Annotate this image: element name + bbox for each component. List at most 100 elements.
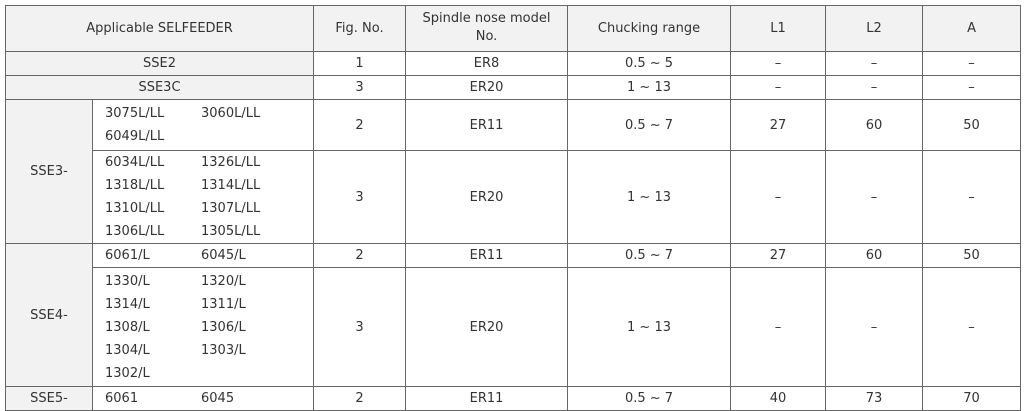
cell-l1: – (730, 75, 827, 100)
model-name: 1320/L (201, 273, 246, 289)
model-name: 6061/L (105, 248, 150, 263)
cell-a: – (922, 267, 1022, 387)
model-name: 1308/L (105, 319, 150, 335)
model-name: 1314/L (105, 296, 150, 312)
header-cell: Chucking range (567, 5, 732, 52)
table-row: SSE4- 6061/L 6045/L 2 ER11 0.5 ~ 7 27 60 50 (5, 243, 1022, 387)
cell-l2: 60 (825, 99, 924, 151)
models-cell: 1330/L 1320/L 1314/L 1311/L 1308/L 1306/L 1304… (91, 267, 315, 387)
cell-l2: – (825, 267, 924, 387)
group-cell: SSE3C (4, 75, 315, 100)
cell-model: ER20 (405, 150, 569, 244)
cell-l2: 60 (825, 243, 924, 268)
model-name: 1314L/LL (201, 178, 261, 193)
cell-l2: – (825, 51, 924, 76)
models-grid: 6034L/LL 1326L/LL 1318L/LL 1314L/LL 1310L/LL… (105, 151, 313, 243)
cell-a: 70 (922, 386, 1022, 411)
group-cell: SSE2 (4, 51, 315, 76)
models-cell: 3075L/LL 3060L/LL 6049L/LL (91, 99, 315, 151)
model-name: 6049L/LL (105, 129, 165, 144)
cell-l2: 73 (825, 386, 924, 411)
cell-l1: – (730, 150, 827, 244)
header-text: Spindle nose model No. (422, 10, 551, 44)
table-row: 1330/L 1320/L 1314/L 1311/L 1308/L 1306/L 1304… (6, 267, 1022, 387)
models-cell: 6061/L 6045/L (91, 243, 315, 268)
table-body: SSE2 1 ER8 0.5 ~ 5– – – SSE3C 3 ER20 1 ~ 13– – – SSE… (4, 51, 1022, 411)
cell-model: ER8 (405, 51, 569, 76)
models-grid: 6061 6045 (105, 387, 313, 410)
model-name: 1310L/LL (105, 201, 165, 216)
model-name: 1330/L (105, 273, 150, 289)
cell-l1: – (730, 267, 827, 387)
cell-l1: 27 (730, 243, 827, 268)
cell-range: 1 ~ 13 (567, 150, 732, 244)
group-cell: SSE5- (5, 386, 93, 411)
model-name: 6045 (201, 391, 235, 406)
table-row: SSE3- 3075L/LL 3060L/LL 6049L/LL 2 ER11 0.5 ~ … (5, 99, 1022, 244)
cell-range: 0.5 ~ 7 (567, 243, 732, 268)
model-name: 1307L/LL (201, 201, 261, 216)
model-name: 6045/L (201, 248, 246, 263)
table-row: SSE3C 3 ER20 1 ~ 13– – – (4, 75, 1022, 100)
header-cell: Spindle nose model No. (405, 5, 569, 52)
model-name: 3075L/LL (105, 106, 165, 121)
cell-range: 0.5 ~ 5 (567, 51, 732, 76)
cell-a: 50 (922, 99, 1022, 151)
header-row: Applicable SELFEEDER Fig. No. Spindle nose… (4, 5, 1022, 52)
cell-model: ER20 (405, 75, 569, 100)
header-cell: Fig. No. (313, 5, 407, 52)
model-name: 3060L/LL (201, 106, 261, 121)
cell-range: 0.5 ~ 7 (567, 386, 732, 411)
cell-fig: 3 (313, 75, 407, 100)
cell-a: 50 (922, 243, 1022, 268)
table-row: SSE2 1 ER8 0.5 ~ 5– – – (4, 51, 1022, 76)
cell-model: ER20 (405, 267, 569, 387)
cell-l1: – (730, 51, 827, 76)
cell-range: 1 ~ 13 (567, 75, 732, 100)
model-name: 1303/L (201, 342, 246, 358)
model-name: 1302/L (105, 365, 150, 381)
cell-fig: 2 (313, 243, 407, 268)
header-cell: L2 (825, 5, 924, 52)
cell-model: ER11 (405, 99, 569, 151)
header-cell: A (922, 5, 1022, 52)
cell-range: 0.5 ~ 7 (567, 99, 732, 151)
model-name: 1326L/LL (201, 155, 261, 170)
model-name: 6034L/LL (105, 155, 165, 170)
cell-l2: – (825, 75, 924, 100)
cell-l1: 40 (730, 386, 827, 411)
models-grid: 6061/L 6045/L (105, 244, 313, 267)
selfeeder-table: Applicable SELFEEDER Fig. No. Spindle nose… (4, 5, 1022, 411)
model-name: 1304/L (105, 342, 150, 358)
cell-l2: – (825, 150, 924, 244)
cell-fig: 3 (313, 150, 407, 244)
header-cell: L1 (730, 5, 827, 52)
table-row: SSE5- 6061 6045 2 ER11 0.5 ~ 7 40 73 70 (5, 386, 1022, 411)
models-cell: 6061 6045 (91, 386, 315, 411)
model-name: 1318L/LL (105, 178, 165, 193)
group-cell: SSE4- (5, 243, 93, 387)
models-grid: 1330/L 1320/L 1314/L 1311/L 1308/L 1306/L 1304… (105, 270, 313, 385)
cell-fig: 3 (313, 267, 407, 387)
models-grid: 3075L/LL 3060L/LL 6049L/LL (105, 102, 313, 148)
model-name: 1311/L (201, 296, 246, 312)
cell-model: ER11 (405, 386, 569, 411)
cell-fig: 2 (313, 99, 407, 151)
cell-fig: 1 (313, 51, 407, 76)
group-cell: SSE3- (5, 99, 93, 244)
model-name: 6061 (105, 391, 139, 406)
model-name: 1305L/LL (201, 224, 261, 239)
cell-a: – (922, 75, 1022, 100)
cell-model: ER11 (405, 243, 569, 268)
header-cell: Applicable SELFEEDER (4, 5, 315, 52)
table-row: 6034L/LL 1326L/LL 1318L/LL 1314L/LL 1310L/LL… (6, 150, 1022, 244)
cell-a: – (922, 51, 1022, 76)
model-name: 1306/L (201, 319, 246, 335)
cell-range: 1 ~ 13 (567, 267, 732, 387)
cell-l1: 27 (730, 99, 827, 151)
models-cell: 6034L/LL 1326L/LL 1318L/LL 1314L/LL 1310L/LL… (91, 150, 315, 244)
cell-fig: 2 (313, 386, 407, 411)
model-name: 1306L/LL (105, 224, 165, 239)
cell-a: – (922, 150, 1022, 244)
